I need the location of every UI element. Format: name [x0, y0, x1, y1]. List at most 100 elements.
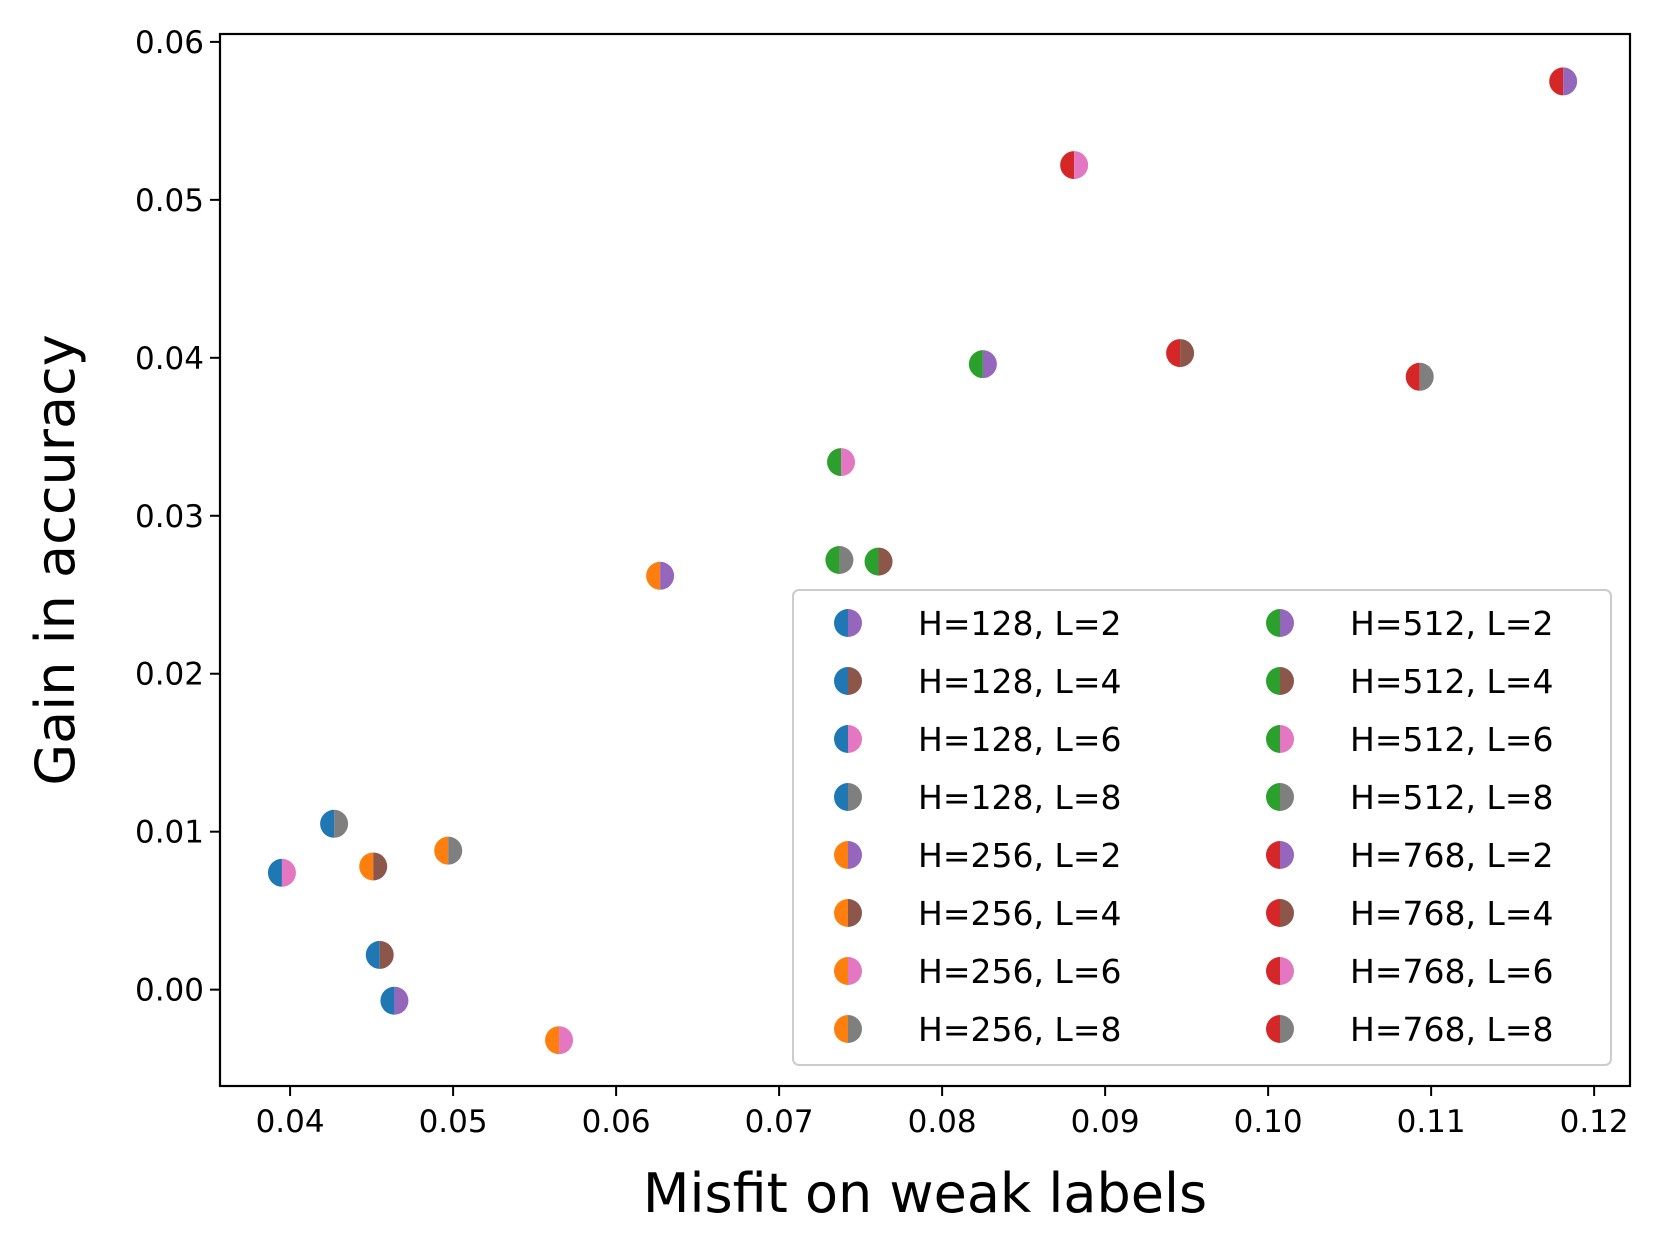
marker-right-half	[982, 350, 997, 379]
marker-right-half	[848, 899, 862, 927]
data-point	[1549, 67, 1578, 96]
data-point	[545, 1026, 574, 1055]
marker-right-half	[1074, 151, 1089, 180]
legend-box	[792, 589, 1612, 1066]
x-tick-label: 0.05	[419, 1104, 488, 1140]
x-tick-label: 0.10	[1234, 1104, 1303, 1140]
marker-right-half	[848, 725, 862, 753]
marker-right-half	[1280, 725, 1294, 753]
marker-left-half	[1266, 783, 1280, 811]
data-point	[434, 836, 463, 865]
marker-left-half	[1266, 957, 1280, 985]
data-point	[359, 852, 388, 881]
marker-right-half	[281, 858, 296, 887]
marker-left-half	[1266, 667, 1280, 695]
marker-left-half	[834, 1015, 848, 1043]
legend-label: H=128, L=6	[918, 720, 1121, 759]
x-axis-ticks: 0.04 0.05 0.06 0.07 0.08 0.09 0.10 0.11 0.12	[256, 1086, 1629, 1140]
marker-left-half	[834, 609, 848, 637]
x-tick-label: 0.11	[1397, 1104, 1466, 1140]
legend-entry: H=768, L=8	[1266, 1010, 1553, 1049]
data-point	[380, 986, 409, 1015]
marker-left-half	[834, 899, 848, 927]
x-tick-label: 0.06	[582, 1104, 651, 1140]
marker-right-half	[839, 546, 854, 574]
marker-left-half	[834, 667, 848, 695]
marker-left-half	[320, 809, 335, 838]
marker-left-half	[1266, 1015, 1280, 1043]
marker-right-half	[334, 809, 349, 838]
legend-label: H=256, L=2	[918, 836, 1121, 875]
legend-label: H=256, L=6	[918, 952, 1121, 991]
marker-right-half	[848, 783, 862, 811]
legend-entry: H=128, L=2	[834, 604, 1121, 643]
legend-entry: H=128, L=4	[834, 662, 1121, 701]
legend-label: H=768, L=6	[1350, 952, 1553, 991]
marker-right-half	[373, 852, 388, 881]
y-axis-title: Gain in accuracy	[24, 334, 87, 785]
data-point	[827, 448, 856, 477]
legend-label: H=128, L=2	[918, 604, 1121, 643]
legend-entry: H=512, L=4	[1266, 662, 1553, 701]
legend-entry: H=256, L=2	[834, 836, 1121, 875]
marker-left-half	[646, 561, 661, 590]
marker-right-half	[848, 1015, 862, 1043]
marker-right-half	[559, 1026, 574, 1055]
y-tick-label: 0.01	[135, 815, 204, 851]
marker-left-half	[1166, 339, 1181, 368]
marker-right-half	[1280, 1015, 1294, 1043]
marker-left-half	[359, 852, 374, 881]
legend-entry: H=128, L=8	[834, 778, 1121, 817]
data-point	[968, 350, 997, 379]
legend-entry: H=512, L=6	[1266, 720, 1553, 759]
x-tick-label: 0.09	[1071, 1104, 1140, 1140]
data-points	[267, 67, 1578, 1055]
marker-right-half	[448, 836, 463, 865]
marker-right-half	[1280, 783, 1294, 811]
y-tick-label: 0.06	[135, 25, 204, 61]
marker-left-half	[1266, 725, 1280, 753]
marker-left-half	[1060, 151, 1075, 180]
marker-left-half	[434, 836, 449, 865]
legend-label: H=768, L=8	[1350, 1010, 1553, 1049]
marker-left-half	[365, 940, 380, 969]
marker-right-half	[660, 561, 675, 590]
y-tick-label: 0.03	[135, 499, 204, 535]
legend-label: H=768, L=4	[1350, 894, 1553, 933]
legend: H=128, L=2 H=128, L=4 H=128, L=6 H=128, L=8…	[792, 589, 1612, 1066]
marker-left-half	[545, 1026, 560, 1055]
legend-label: H=512, L=8	[1350, 778, 1553, 817]
data-point	[267, 858, 296, 887]
legend-entry: H=256, L=6	[834, 952, 1121, 991]
legend-label: H=256, L=8	[918, 1010, 1121, 1049]
marker-right-half	[848, 667, 862, 695]
y-tick-label: 0.02	[135, 657, 204, 693]
marker-right-half	[1280, 609, 1294, 637]
marker-right-half	[1280, 957, 1294, 985]
y-tick-label: 0.00	[135, 973, 204, 1009]
marker-left-half	[827, 448, 842, 477]
x-axis-title: Misfit on weak labels	[643, 1162, 1207, 1225]
marker-right-half	[841, 448, 856, 477]
marker-right-half	[1419, 362, 1434, 391]
marker-left-half	[1549, 67, 1564, 96]
marker-left-half	[1266, 899, 1280, 927]
legend-entry: H=768, L=6	[1266, 952, 1553, 991]
legend-entry: H=128, L=6	[834, 720, 1121, 759]
marker-left-half	[825, 546, 840, 574]
y-tick-label: 0.05	[135, 183, 204, 219]
data-point	[1060, 151, 1089, 180]
data-point	[825, 546, 854, 574]
marker-right-half	[1280, 899, 1294, 927]
legend-label: H=256, L=4	[918, 894, 1121, 933]
marker-right-half	[848, 841, 862, 869]
legend-entry: H=256, L=4	[834, 894, 1121, 933]
marker-left-half	[834, 783, 848, 811]
y-axis-ticks: 0.00 0.01 0.02 0.03 0.04 0.05 0.06	[135, 25, 220, 1009]
legend-label: H=768, L=2	[1350, 836, 1553, 875]
marker-left-half	[267, 858, 282, 887]
x-tick-label: 0.07	[745, 1104, 814, 1140]
x-tick-label: 0.04	[256, 1104, 325, 1140]
